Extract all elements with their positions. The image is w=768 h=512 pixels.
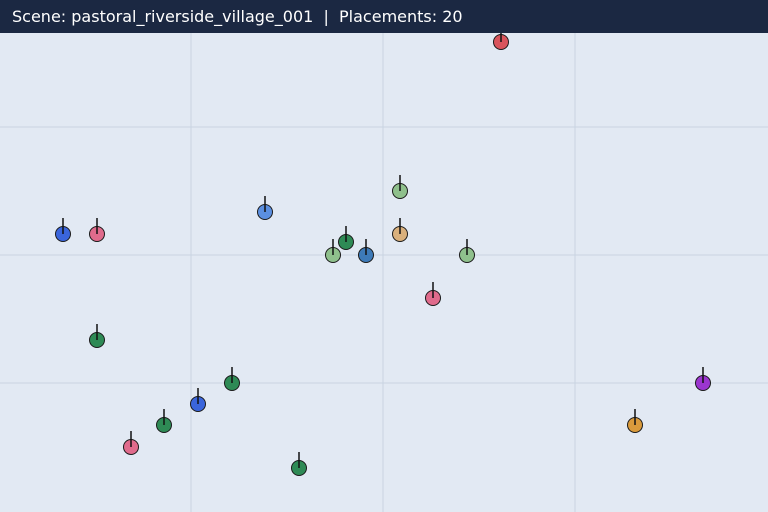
header-separator: |	[313, 7, 340, 26]
scene-header-bar: Scene: pastoral_riverside_village_001 | …	[0, 0, 768, 33]
placements-label: Placements:	[339, 7, 443, 26]
placement-purple-marker[interactable]	[695, 367, 711, 391]
placement-blue-marker[interactable]	[190, 388, 206, 412]
placement-light-green-marker[interactable]	[325, 239, 341, 263]
placement-steel-blue-marker[interactable]	[358, 239, 374, 263]
placements-count: 20	[442, 7, 463, 26]
placement-green-marker[interactable]	[338, 226, 354, 250]
placement-orange-marker[interactable]	[627, 409, 643, 433]
placement-green-marker[interactable]	[224, 367, 240, 391]
scene-label: Scene:	[12, 7, 72, 26]
scene-name: pastoral_riverside_village_001	[71, 7, 314, 26]
placement-light-green-marker[interactable]	[392, 175, 408, 199]
placement-tan-marker[interactable]	[392, 218, 408, 242]
placement-pink-marker[interactable]	[89, 218, 105, 242]
placement-green-marker[interactable]	[156, 409, 172, 433]
placement-green-marker[interactable]	[89, 324, 105, 348]
placement-markers	[55, 26, 711, 476]
placement-sky-blue-marker[interactable]	[257, 196, 273, 220]
placement-light-green-marker[interactable]	[459, 239, 475, 263]
placement-pink-marker[interactable]	[123, 431, 139, 455]
placement-green-marker[interactable]	[291, 452, 307, 476]
placement-blue-marker[interactable]	[55, 218, 71, 242]
placement-pink-marker[interactable]	[425, 282, 441, 306]
